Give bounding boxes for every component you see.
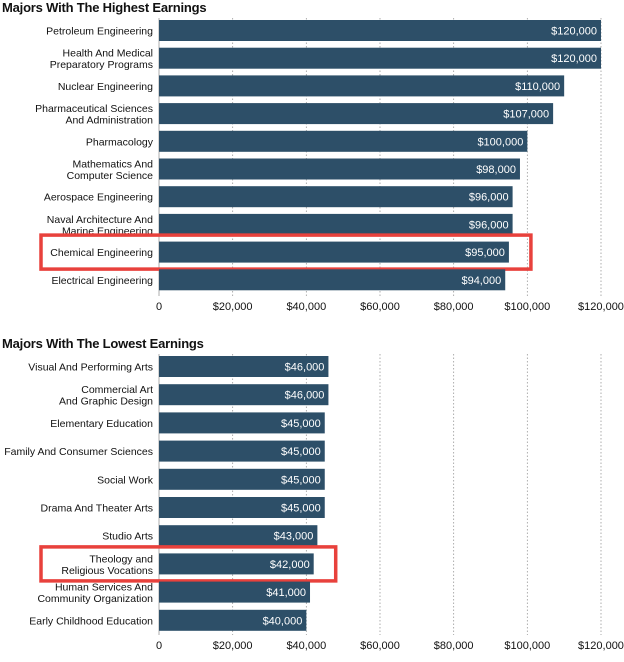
category-label: Electrical Engineering [51, 275, 153, 287]
bar [159, 384, 329, 406]
category-label: Commercial Art And Graphic Design [59, 384, 153, 408]
category-label: Studio Arts [102, 531, 153, 543]
category-label: Nuclear Engineering [58, 81, 153, 93]
bar [159, 356, 329, 377]
bar [159, 269, 506, 291]
x-tick-label: $20,000 [213, 640, 253, 652]
bar [159, 468, 325, 490]
chart-title: Majors With The Highest Earnings [2, 0, 207, 15]
x-tick-label: $60,000 [360, 301, 400, 313]
data-label: $43,000 [274, 531, 314, 543]
lowest-earnings-panel: Majors With The Lowest Earnings $46,000 V… [0, 336, 624, 662]
chart-title: Majors With The Lowest Earnings [2, 336, 204, 351]
category-label: Visual And Performing Arts [28, 362, 153, 374]
data-label: $41,000 [266, 587, 306, 599]
bar [159, 20, 601, 41]
bar [159, 525, 318, 547]
x-tick-label: 0 [156, 301, 162, 313]
x-tick-label: $60,000 [360, 640, 400, 652]
data-label: $45,000 [281, 474, 321, 486]
data-label: $107,000 [503, 109, 549, 121]
data-label: $98,000 [476, 164, 516, 176]
x-tick-label: $80,000 [434, 301, 474, 313]
lowest-earnings-chart: $46,000 Visual And Performing Arts $46,000… [4, 354, 624, 652]
bar [159, 241, 509, 263]
bar [159, 581, 311, 603]
category-label: Elementary Education [50, 418, 153, 430]
category-label: Social Work [97, 474, 154, 486]
data-label: $45,000 [281, 446, 321, 458]
highlight-box [39, 233, 533, 271]
category-label: Chemical Engineering [50, 247, 153, 259]
data-label: $42,000 [270, 559, 310, 571]
data-label: $45,000 [281, 418, 321, 430]
x-tick-label: $120,000 [578, 301, 624, 313]
data-label: $46,000 [285, 390, 325, 402]
x-tick-label: $120,000 [578, 640, 624, 652]
category-label: Pharmacology [86, 136, 154, 148]
bar [159, 47, 601, 69]
category-label: Family And Consumer Sciences [4, 446, 153, 458]
bar [159, 497, 325, 518]
x-tick-label: $40,000 [286, 640, 326, 652]
category-label: Health And Medical Preparatory Programs [50, 48, 153, 71]
category-label: Aerospace Engineering [44, 192, 153, 204]
category-label: Mathematics And Computer Science [67, 159, 154, 183]
bar [159, 158, 520, 180]
data-label: $120,000 [551, 26, 597, 38]
highest-earnings-chart: $120,000 Petroleum Engineering $120,000 Hea… [35, 18, 624, 313]
bar [159, 609, 307, 631]
data-label: $45,000 [281, 503, 321, 515]
category-label: Pharmaceutical Sciences And Administratio… [35, 103, 153, 127]
highest-earnings-panel: Majors With The Highest Earnings $120,00… [0, 0, 624, 330]
data-label: $95,000 [465, 247, 505, 259]
bar [159, 553, 314, 575]
x-tick-label: $100,000 [504, 301, 550, 313]
highlight-box [39, 545, 338, 583]
data-label: $120,000 [551, 53, 597, 65]
x-tick-label: $100,000 [504, 640, 550, 652]
bar [159, 412, 325, 434]
data-label: $96,000 [469, 192, 509, 204]
data-label: $96,000 [469, 219, 509, 231]
bar [159, 213, 513, 235]
data-label: $110,000 [515, 81, 560, 93]
category-label: Drama And Theater Arts [41, 503, 153, 515]
x-tick-label: $20,000 [213, 301, 253, 313]
data-label: $40,000 [263, 615, 303, 627]
x-tick-label: 0 [156, 640, 162, 652]
data-label: $100,000 [477, 136, 523, 148]
bar [159, 130, 528, 152]
category-label: Theology and Religious Vocations [61, 553, 153, 577]
bar [159, 440, 325, 462]
data-label: $94,000 [461, 275, 501, 287]
bar [159, 186, 513, 208]
bar [159, 75, 565, 97]
data-label: $46,000 [285, 362, 325, 374]
category-label: Early Childhood Education [29, 615, 153, 627]
bar [159, 103, 554, 125]
x-tick-label: $40,000 [286, 301, 326, 313]
category-label: Human Services And Community Organization [37, 582, 153, 606]
x-tick-label: $80,000 [434, 640, 474, 652]
category-label: Petroleum Engineering [46, 26, 153, 38]
